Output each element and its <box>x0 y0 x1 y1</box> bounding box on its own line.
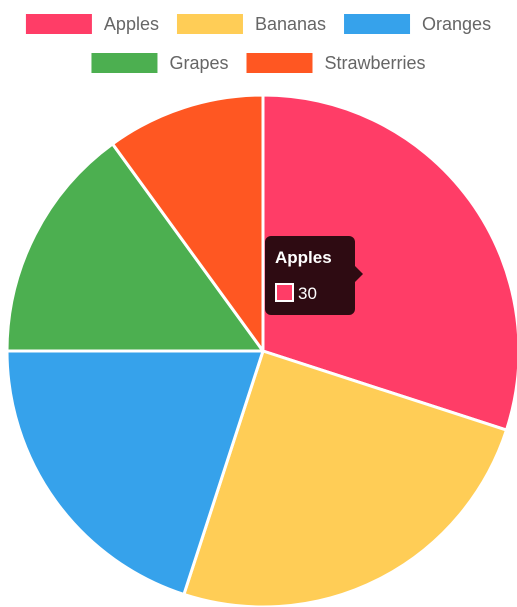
pie-slice-grapes[interactable] <box>5 142 265 353</box>
legend-swatch-grapes <box>91 53 158 73</box>
legend-label-apples: Apples <box>104 14 159 34</box>
tooltip-caret <box>355 266 363 282</box>
legend-item-strawberries[interactable]: Strawberries <box>246 53 426 73</box>
tooltip: Apples 30 <box>265 236 363 315</box>
legend: Apples Bananas Oranges Grapes Strawberries <box>25 14 491 73</box>
legend-item-oranges[interactable]: Oranges <box>344 14 491 34</box>
legend-label-grapes: Grapes <box>169 53 228 73</box>
legend-label-strawberries: Strawberries <box>325 53 426 73</box>
pie-slice-oranges[interactable] <box>5 349 265 596</box>
tooltip-title: Apples <box>275 248 332 267</box>
tooltip-swatch <box>275 283 294 302</box>
legend-item-bananas[interactable]: Bananas <box>176 14 326 34</box>
pie-slices <box>5 93 517 607</box>
legend-swatch-apples <box>25 14 92 34</box>
legend-swatch-bananas <box>176 14 243 34</box>
pie-slice-apples[interactable] <box>261 93 517 432</box>
tooltip-value: 30 <box>298 284 317 303</box>
legend-label-bananas: Bananas <box>255 14 326 34</box>
pie-slice-strawberries[interactable] <box>111 93 265 353</box>
legend-swatch-strawberries <box>246 53 313 73</box>
pie-slice-bananas[interactable] <box>182 349 508 607</box>
legend-item-grapes[interactable]: Grapes <box>91 53 229 73</box>
legend-swatch-oranges <box>344 14 411 34</box>
legend-item-apples[interactable]: Apples <box>25 14 159 34</box>
legend-label-oranges: Oranges <box>422 14 491 34</box>
